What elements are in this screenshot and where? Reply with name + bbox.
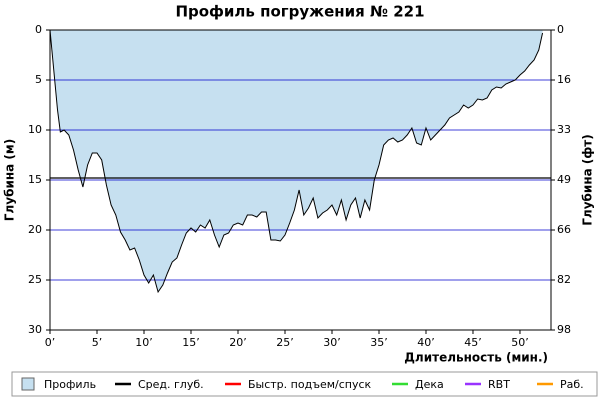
x-tick-label: 40’: [417, 336, 435, 349]
y2-tick-label: 33: [557, 123, 571, 136]
y2-tick-label: 98: [557, 323, 571, 336]
y2-tick-label: 66: [557, 223, 571, 236]
legend-label: Дека: [415, 378, 444, 391]
legend-label: Быстр. подъем/спуск: [248, 378, 372, 391]
y-axis-label: Глубина (м): [3, 139, 17, 221]
x-tick-label: 15’: [182, 336, 200, 349]
y-tick-label: 10: [28, 123, 42, 136]
y2-axis-label: Глубина (фт): [581, 134, 595, 225]
legend-box: [11, 371, 598, 397]
legend-label: Профиль: [44, 378, 96, 391]
x-tick-label: 50’: [511, 336, 529, 349]
chart-title: Профиль погружения № 221: [175, 3, 424, 21]
x-tick-label: 35’: [370, 336, 388, 349]
legend-label: Раб.: [560, 378, 584, 391]
x-tick-label: 25’: [276, 336, 294, 349]
x-tick-label: 0’: [45, 336, 56, 349]
legend-label: RBT: [488, 378, 510, 391]
y2-tick-label: 0: [557, 23, 564, 36]
x-tick-label: 30’: [323, 336, 341, 349]
profile-area: [50, 30, 543, 292]
y-tick-label: 30: [28, 323, 42, 336]
y2-tick-label: 16: [557, 73, 571, 86]
x-axis-label: Длительность (мин.): [404, 351, 548, 365]
x-tick-label: 10’: [135, 336, 153, 349]
x-tick-label: 20’: [229, 336, 247, 349]
y-tick-label: 15: [28, 173, 42, 186]
y2-tick-label: 49: [557, 173, 571, 186]
profile-line: [49, 29, 544, 294]
y2-tick-label: 82: [557, 273, 571, 286]
y-tick-label: 25: [28, 273, 42, 286]
y-tick-label: 20: [28, 223, 42, 236]
legend-swatch: [21, 377, 35, 391]
x-tick-label: 5’: [92, 336, 103, 349]
plot-border: [49, 29, 552, 331]
x-tick-label: 45’: [464, 336, 482, 349]
legend-label: Сред. глуб.: [138, 378, 204, 391]
y-tick-label: 0: [35, 23, 42, 36]
y-tick-label: 5: [35, 73, 42, 86]
